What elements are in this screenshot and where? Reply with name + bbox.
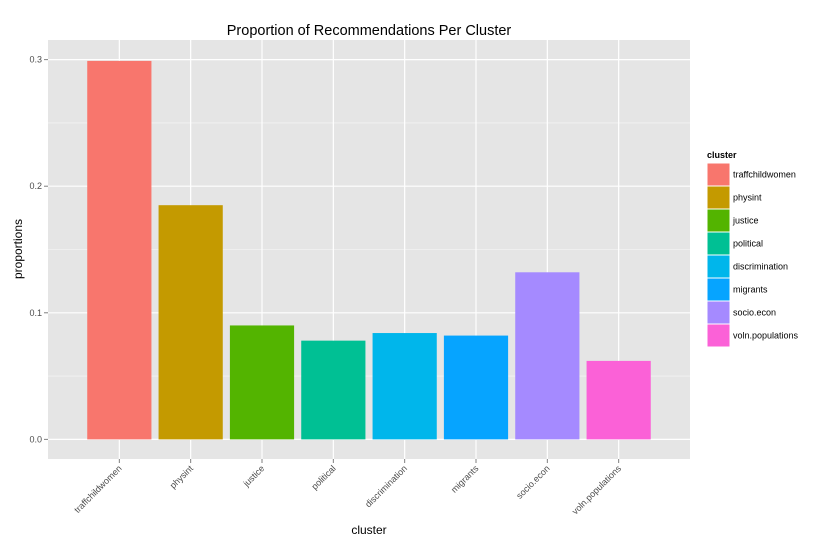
x-tick-label: discrimination — [363, 463, 409, 509]
legend-swatch — [707, 324, 730, 347]
x-tick-label: migrants — [449, 463, 481, 495]
legend-label: migrants — [733, 285, 768, 295]
legend-label: voln.populations — [733, 331, 799, 341]
legend-title: cluster — [707, 150, 737, 160]
x-tick-label: physint — [168, 463, 196, 491]
legend-label: justice — [732, 216, 759, 226]
legend-label: political — [733, 239, 763, 249]
bar-socio.econ — [515, 272, 580, 440]
y-tick-label: 0.0 — [29, 434, 42, 444]
y-axis-title: proportions — [11, 219, 25, 279]
y-tick-label: 0.2 — [29, 181, 42, 191]
y-tick-label: 0.1 — [29, 308, 42, 318]
x-tick-label: justice — [241, 463, 267, 489]
x-tick-label: political — [309, 463, 337, 491]
bar-migrants — [443, 335, 509, 440]
legend-swatch — [707, 255, 730, 278]
bar-political — [301, 340, 366, 440]
legend-swatch — [707, 301, 730, 324]
bar-physint — [158, 205, 223, 440]
plot-panel — [48, 40, 690, 459]
bar-discrimination — [372, 333, 437, 440]
chart-title: Proportion of Recommendations Per Cluste… — [227, 23, 512, 39]
x-axis-title: cluster — [351, 523, 386, 537]
legend-swatch — [707, 278, 730, 301]
legend-label: physint — [733, 193, 762, 203]
legend-swatch — [707, 232, 730, 255]
bar-voln.populations — [586, 360, 651, 440]
bar-traffchildwomen — [87, 60, 152, 440]
x-axis: traffchildwomen physint justice political di… — [72, 459, 623, 516]
legend: cluster traffchildwomen physint justice pol… — [706, 150, 799, 348]
legend-label: socio.econ — [733, 308, 776, 318]
x-tick-label: voln.populations — [570, 463, 623, 516]
bar-justice — [229, 325, 295, 440]
legend-label: traffchildwomen — [733, 170, 796, 180]
y-axis: 0.0 0.1 0.2 0.3 — [29, 55, 48, 444]
legend-swatch — [707, 163, 730, 186]
x-tick-label: traffchildwomen — [72, 463, 124, 515]
x-tick-label: socio.econ — [514, 463, 551, 500]
legend-swatch — [707, 209, 730, 232]
y-tick-label: 0.3 — [29, 55, 42, 65]
legend-swatch — [707, 186, 730, 209]
legend-label: discrimination — [733, 262, 788, 272]
